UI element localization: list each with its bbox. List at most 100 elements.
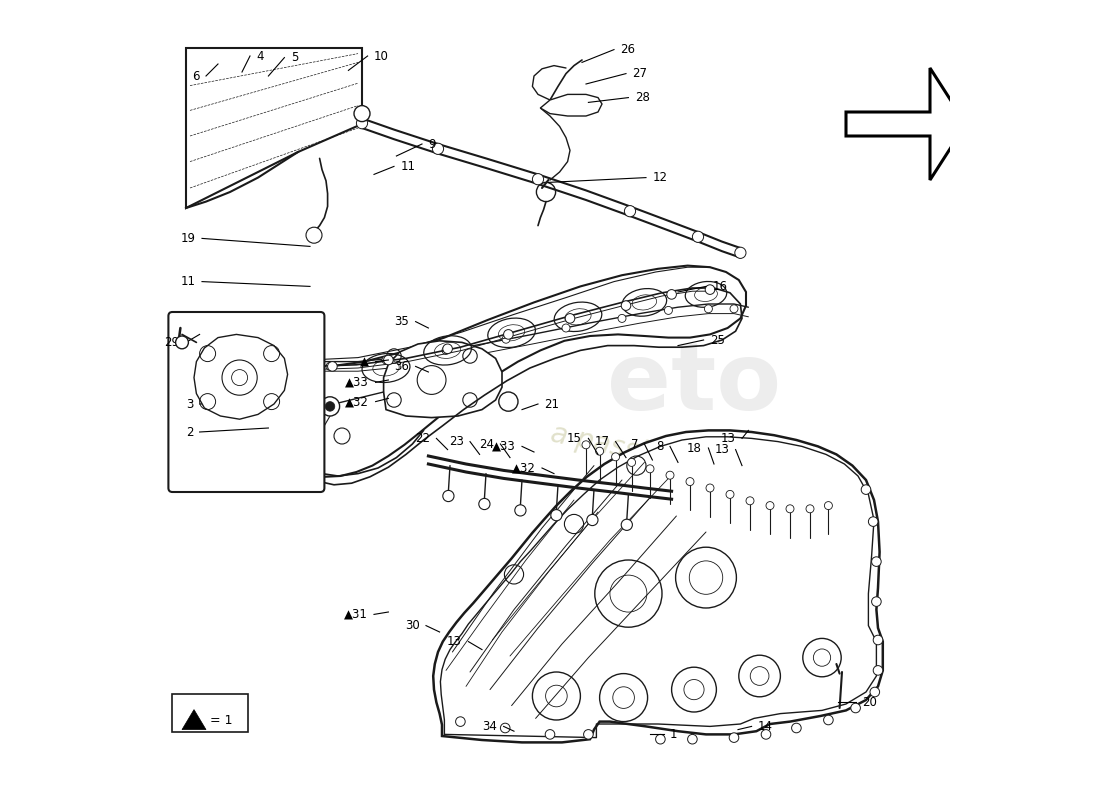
Circle shape <box>582 441 590 449</box>
Circle shape <box>873 635 883 645</box>
Text: 13: 13 <box>714 443 729 456</box>
Text: 10: 10 <box>374 50 389 62</box>
Circle shape <box>515 505 526 516</box>
Circle shape <box>455 717 465 726</box>
Text: 4: 4 <box>256 50 264 62</box>
Circle shape <box>565 314 575 323</box>
Text: ▲33: ▲33 <box>345 376 370 389</box>
Circle shape <box>442 346 450 354</box>
Circle shape <box>326 362 334 370</box>
Text: 36: 36 <box>394 360 409 373</box>
Circle shape <box>432 143 443 154</box>
Text: 15: 15 <box>568 432 582 445</box>
Circle shape <box>621 519 632 530</box>
Text: eto: eto <box>607 338 781 430</box>
Circle shape <box>704 305 713 313</box>
Polygon shape <box>306 266 746 477</box>
Circle shape <box>766 502 774 510</box>
Circle shape <box>646 465 654 473</box>
Text: 11: 11 <box>180 275 196 288</box>
Circle shape <box>688 734 697 744</box>
Text: 30: 30 <box>405 619 419 632</box>
Circle shape <box>326 402 334 411</box>
Circle shape <box>546 730 554 739</box>
Text: 2: 2 <box>186 426 194 438</box>
Circle shape <box>320 397 340 416</box>
Circle shape <box>334 428 350 444</box>
Circle shape <box>618 314 626 322</box>
Text: 1: 1 <box>670 728 678 741</box>
Circle shape <box>706 484 714 492</box>
Circle shape <box>705 285 715 294</box>
Circle shape <box>595 447 604 455</box>
Text: 21: 21 <box>544 398 560 410</box>
Circle shape <box>551 510 562 521</box>
Polygon shape <box>182 710 206 730</box>
Text: 34: 34 <box>482 720 497 733</box>
Text: 35: 35 <box>395 315 409 328</box>
FancyBboxPatch shape <box>168 312 324 492</box>
Circle shape <box>382 356 390 364</box>
Circle shape <box>502 335 510 343</box>
Circle shape <box>868 517 878 526</box>
Polygon shape <box>433 430 883 742</box>
Circle shape <box>666 471 674 479</box>
Circle shape <box>443 490 454 502</box>
Circle shape <box>384 355 393 365</box>
Text: 20: 20 <box>862 696 877 709</box>
Text: 23: 23 <box>449 435 463 448</box>
Polygon shape <box>540 94 602 116</box>
Circle shape <box>625 206 636 217</box>
Circle shape <box>562 324 570 332</box>
Circle shape <box>824 715 833 725</box>
Circle shape <box>870 687 880 697</box>
Text: 27: 27 <box>632 67 648 80</box>
Circle shape <box>664 306 672 314</box>
Text: 7: 7 <box>630 438 638 450</box>
Circle shape <box>584 730 593 739</box>
Text: 17: 17 <box>594 435 609 448</box>
Text: 18: 18 <box>688 442 702 454</box>
Text: 8: 8 <box>657 440 663 453</box>
Polygon shape <box>384 341 502 418</box>
Circle shape <box>176 336 188 349</box>
Text: 13: 13 <box>447 635 462 648</box>
Circle shape <box>761 730 771 739</box>
Text: 14: 14 <box>758 720 773 733</box>
Polygon shape <box>846 68 966 180</box>
Bar <box>173 694 249 732</box>
Circle shape <box>726 490 734 498</box>
Circle shape <box>356 118 367 129</box>
Text: 13: 13 <box>720 432 736 445</box>
Text: a passion since 1985: a passion since 1985 <box>548 420 840 508</box>
Polygon shape <box>194 334 287 419</box>
Circle shape <box>656 734 666 744</box>
Text: 22: 22 <box>415 432 430 445</box>
Circle shape <box>871 557 881 566</box>
Text: 16: 16 <box>713 280 727 293</box>
Circle shape <box>871 597 881 606</box>
Circle shape <box>478 498 490 510</box>
Circle shape <box>306 227 322 243</box>
Circle shape <box>621 301 630 310</box>
Circle shape <box>806 505 814 513</box>
Circle shape <box>628 458 636 466</box>
Circle shape <box>328 362 338 371</box>
Text: 25: 25 <box>710 334 725 346</box>
Text: = 1: = 1 <box>210 714 232 726</box>
Circle shape <box>730 305 738 313</box>
Circle shape <box>824 502 833 510</box>
Circle shape <box>586 514 598 526</box>
Text: ▲33: ▲33 <box>492 440 516 453</box>
Circle shape <box>612 453 619 461</box>
Circle shape <box>504 330 514 339</box>
Circle shape <box>861 485 871 494</box>
Text: ▲31: ▲31 <box>343 608 367 621</box>
Text: ▲32: ▲32 <box>512 462 536 474</box>
Circle shape <box>873 666 883 675</box>
Text: 24: 24 <box>478 438 494 450</box>
Text: 6: 6 <box>192 70 199 82</box>
Circle shape <box>500 723 510 733</box>
Circle shape <box>686 478 694 486</box>
Text: 29: 29 <box>165 336 179 349</box>
